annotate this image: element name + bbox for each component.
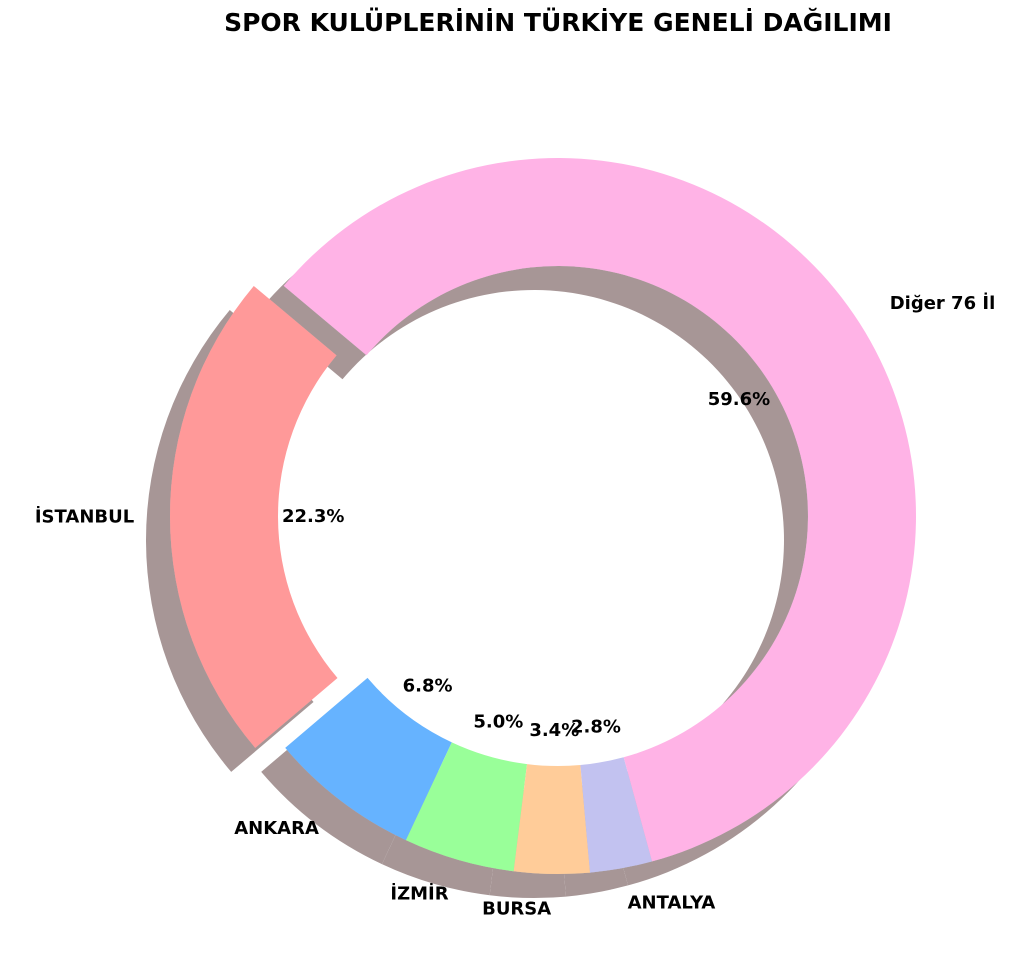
donut <box>170 157 917 874</box>
percent-label: 59.6% <box>708 389 770 410</box>
wedge <box>170 285 338 748</box>
category-label: İSTANBUL <box>35 505 134 527</box>
category-label: İZMİR <box>390 882 448 904</box>
category-label: Diğer 76 İl <box>890 292 996 314</box>
percent-label: 6.8% <box>403 676 453 697</box>
wedge <box>285 677 452 841</box>
category-label: BURSA <box>482 899 551 920</box>
percent-label: 22.3% <box>282 506 344 527</box>
wedge <box>513 764 591 874</box>
percent-label: 2.8% <box>571 716 621 737</box>
percent-label: 3.4% <box>529 720 579 741</box>
category-label: ANTALYA <box>628 893 716 914</box>
percent-label: 5.0% <box>473 711 523 732</box>
chart-title: SPOR KULÜPLERİNİN TÜRKİYE GENELİ DAĞILIM… <box>224 7 892 37</box>
wedge <box>405 742 528 872</box>
wedge <box>283 157 917 862</box>
wedge <box>580 757 653 873</box>
category-label: ANKARA <box>234 818 319 839</box>
